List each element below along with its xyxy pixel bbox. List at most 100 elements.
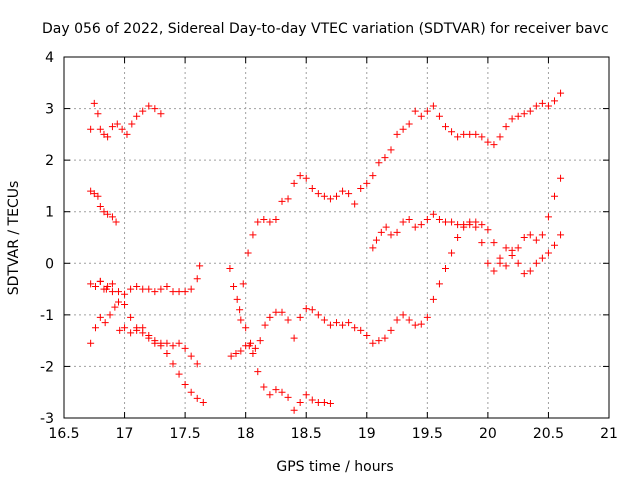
data-point — [232, 350, 240, 358]
data-point — [284, 195, 292, 203]
data-point — [448, 249, 456, 257]
data-point — [302, 391, 310, 399]
data-point — [526, 231, 534, 239]
data-point — [272, 215, 280, 223]
series-s5 — [96, 277, 207, 407]
data-point — [151, 288, 159, 296]
x-axis-label: GPS time / hours — [276, 459, 393, 475]
data-point — [538, 254, 546, 262]
data-point — [284, 316, 292, 324]
data-point — [139, 329, 147, 337]
data-point — [417, 221, 425, 229]
data-point — [520, 234, 528, 241]
data-point — [423, 313, 431, 321]
data-point — [466, 130, 474, 138]
data-point — [87, 339, 95, 347]
data-point — [116, 326, 124, 334]
data-point — [242, 324, 250, 332]
data-point — [96, 277, 104, 285]
data-point — [133, 282, 141, 290]
data-point — [308, 185, 316, 193]
data-point — [251, 344, 259, 352]
data-point — [254, 218, 262, 226]
data-point — [112, 218, 120, 226]
data-point — [96, 125, 104, 133]
data-point — [145, 102, 153, 110]
data-point — [314, 399, 322, 407]
data-point — [133, 112, 141, 120]
data-point — [118, 125, 126, 133]
data-point — [532, 259, 540, 267]
data-point — [181, 288, 189, 296]
data-point — [106, 311, 114, 319]
data-point — [157, 285, 165, 293]
data-point — [94, 110, 102, 118]
data-point — [193, 394, 201, 402]
data-point — [345, 190, 353, 198]
data-point — [139, 285, 147, 293]
data-point — [478, 221, 486, 229]
data-point — [260, 215, 268, 223]
data-point — [496, 259, 504, 267]
data-point — [514, 112, 522, 120]
data-point — [551, 241, 558, 249]
data-point — [557, 231, 565, 239]
data-point — [520, 270, 528, 278]
data-point — [429, 210, 437, 218]
data-point — [357, 326, 365, 334]
data-point — [454, 234, 462, 241]
data-point — [423, 215, 431, 223]
data-point — [290, 406, 298, 414]
data-point — [411, 321, 419, 329]
data-point — [249, 350, 257, 358]
data-point — [128, 120, 136, 128]
data-point — [369, 172, 377, 180]
data-point — [514, 259, 522, 267]
data-point — [133, 324, 141, 332]
data-point — [333, 192, 340, 200]
data-point — [405, 120, 413, 128]
data-point — [96, 203, 104, 211]
data-point — [326, 400, 334, 408]
data-point — [314, 311, 322, 319]
data-point — [490, 267, 498, 275]
chart-title: Day 056 of 2022, Sidereal Day-to-day VTE… — [42, 21, 609, 37]
series-s1 — [87, 99, 165, 141]
data-point — [435, 280, 443, 288]
data-point — [108, 213, 116, 221]
data-point — [108, 288, 116, 296]
data-point — [272, 386, 280, 394]
data-point — [484, 226, 492, 234]
data-point — [237, 316, 245, 324]
data-point — [175, 339, 183, 347]
x-tick-label: 18.5 — [291, 426, 322, 442]
y-tick-label: 1 — [45, 205, 54, 221]
data-point — [175, 288, 183, 296]
data-point — [454, 133, 462, 141]
data-point — [127, 329, 135, 337]
data-point — [193, 275, 201, 283]
data-point — [233, 295, 241, 303]
data-point — [448, 218, 456, 226]
plot-frame — [63, 56, 610, 419]
data-point — [90, 99, 98, 107]
data-point — [199, 399, 207, 407]
data-point — [372, 236, 380, 244]
data-point — [175, 370, 183, 378]
data-point — [249, 231, 257, 239]
data-point — [102, 285, 110, 293]
y-tick-label: -2 — [40, 359, 54, 375]
data-point — [227, 352, 235, 360]
data-point — [111, 303, 119, 311]
data-point — [393, 130, 401, 138]
data-point — [302, 174, 310, 182]
data-point — [411, 223, 419, 231]
data-point — [490, 239, 498, 247]
data-point — [345, 319, 353, 327]
data-point — [387, 146, 395, 154]
data-point — [326, 321, 334, 329]
data-point — [532, 102, 540, 110]
data-point — [90, 190, 98, 198]
x-tick-label: 19 — [358, 426, 376, 442]
